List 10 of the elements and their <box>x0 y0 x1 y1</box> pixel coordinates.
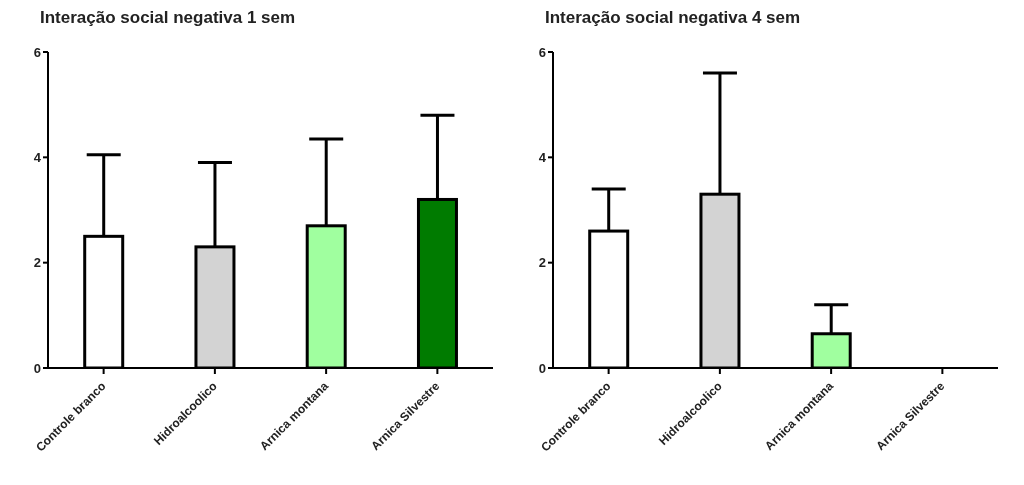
chart-title: Interação social negativa 4 sem <box>545 8 802 29</box>
y-tick-label: 4 <box>33 149 42 165</box>
y-tick-label: 0 <box>33 360 41 376</box>
y-tick-label: 2 <box>33 255 41 271</box>
chart-title: Interação social negativa 1 sem <box>40 8 297 29</box>
y-tick-label: 2 <box>538 255 546 271</box>
y-tick-label: 6 <box>538 44 546 60</box>
y-tick-label: 4 <box>538 149 547 165</box>
y-tick-label: 6 <box>33 44 41 60</box>
y-tick-label: 0 <box>538 360 546 376</box>
